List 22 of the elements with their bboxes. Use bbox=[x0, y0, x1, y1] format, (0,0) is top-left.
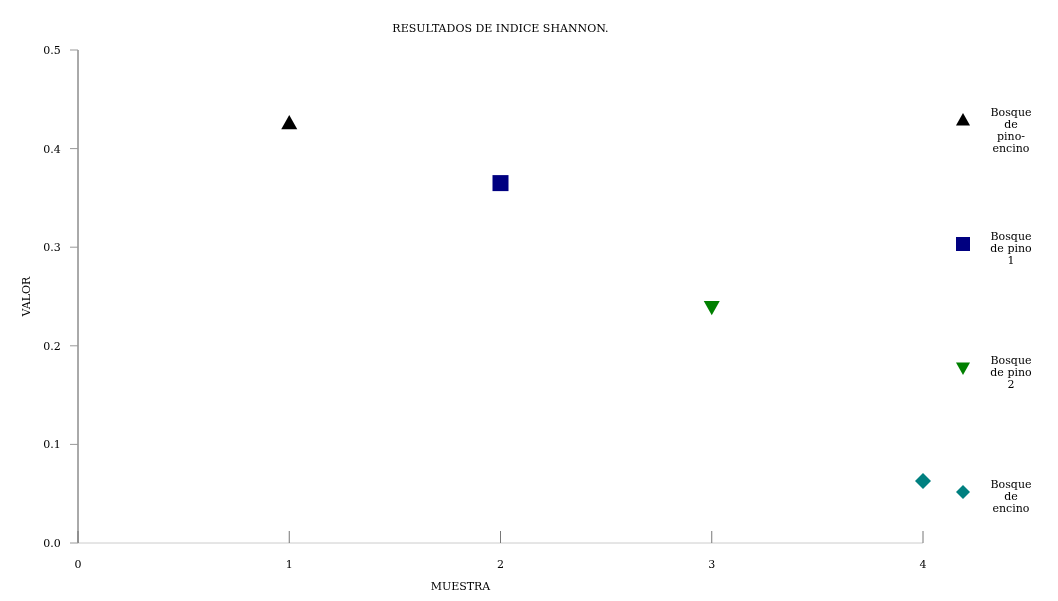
y-tick-label: 0.3 bbox=[43, 241, 61, 255]
y-tick-label: 0.1 bbox=[43, 438, 61, 452]
legend-label: Bosque de pino-encino bbox=[990, 106, 1032, 155]
x-axis-title: MUESTRA bbox=[430, 580, 492, 593]
point bbox=[703, 300, 720, 316]
point bbox=[492, 175, 509, 192]
x-tick-label: 1 bbox=[285, 558, 293, 571]
point bbox=[281, 114, 298, 130]
y-axis-title: VALOR bbox=[20, 275, 33, 318]
x-tick-label: 3 bbox=[708, 558, 716, 571]
x-tick-label: 0 bbox=[74, 558, 82, 571]
point bbox=[915, 472, 931, 489]
chart-title: RESULTADOS DE INDICE SHANNON. bbox=[392, 22, 609, 35]
legend-label: Bosque de pino 2 bbox=[990, 354, 1033, 391]
legend-label: Bosque de pino 1 bbox=[990, 230, 1033, 267]
legend-label: Bosque de encino bbox=[990, 478, 1032, 515]
y-tick-label: 0.0 bbox=[43, 537, 61, 550]
x-tick-label: 2 bbox=[497, 558, 504, 571]
y-tick-label: 0.5 bbox=[43, 44, 61, 57]
x-tick-label: 4 bbox=[919, 558, 927, 571]
y-tick-label: 0.4 bbox=[43, 142, 61, 156]
y-tick-label: 0.2 bbox=[43, 339, 61, 353]
